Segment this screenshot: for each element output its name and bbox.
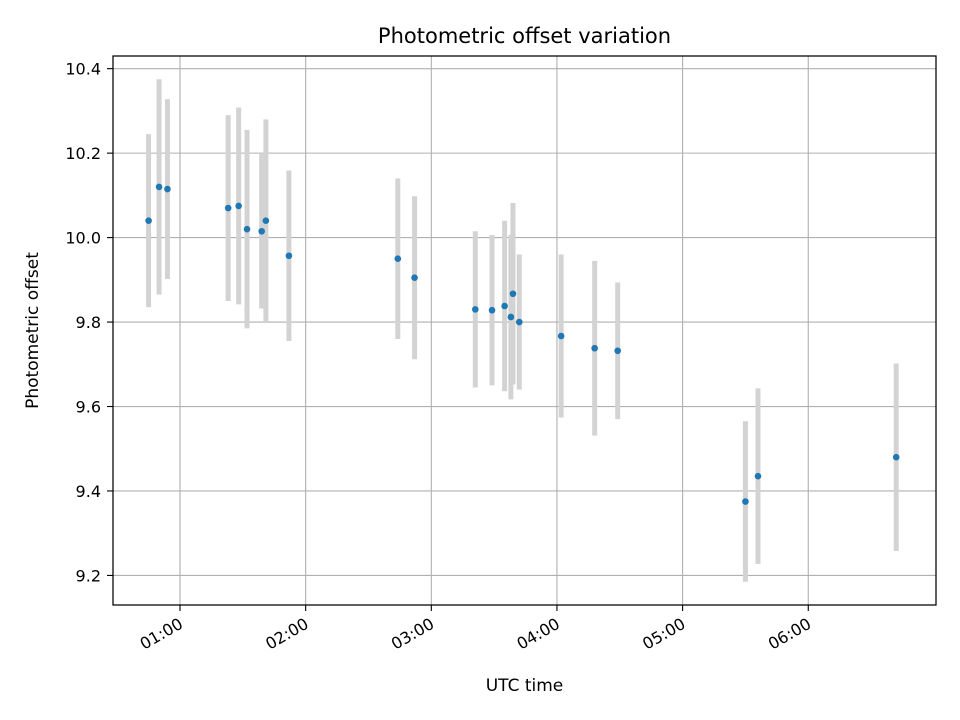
data-point [235, 202, 242, 210]
y-axis-label: Photometric offset [23, 252, 43, 409]
data-point [145, 217, 152, 224]
ticks: 9.2 9.4 9.6 9.8 10.0 10.2 10.4 01:00 02:00 03:00 0… [65, 60, 814, 654]
data-point [507, 313, 515, 321]
data-point [509, 290, 517, 298]
data-point [164, 185, 171, 193]
data-point [155, 183, 163, 191]
y-tick-label: 10.2 [65, 144, 101, 163]
y-tick-label: 9.8 [76, 313, 101, 332]
plot-frame [112, 55, 937, 606]
data-point [501, 302, 508, 310]
x-tick-label: 06:00 [765, 614, 814, 654]
data-point [262, 217, 270, 224]
data-point [614, 347, 621, 355]
data-point [258, 227, 265, 235]
y-tick-label: 9.2 [76, 566, 101, 585]
data-point [591, 344, 598, 352]
data-point [892, 453, 900, 461]
data-point [471, 306, 479, 313]
data-point [285, 252, 293, 260]
data-point [411, 274, 418, 282]
data-point [394, 255, 402, 263]
data-point [224, 204, 232, 212]
x-tick-label: 05:00 [639, 614, 688, 654]
data-point [515, 318, 523, 326]
data-point [488, 306, 496, 314]
grid [113, 56, 936, 605]
y-tick-label: 9.4 [76, 482, 101, 501]
data-point [243, 225, 251, 233]
x-axis-label: UTC time [486, 676, 564, 696]
x-tick-label: 02:00 [262, 614, 311, 654]
y-tick-label: 9.6 [76, 398, 101, 417]
data-point [557, 332, 565, 340]
y-tick-label: 10.4 [65, 60, 101, 79]
error-bars [146, 79, 899, 582]
x-tick-label: 04:00 [514, 614, 563, 654]
data-point [754, 472, 762, 480]
y-tick-label: 10.0 [65, 229, 101, 248]
data-points [145, 183, 900, 505]
x-tick-label: 01:00 [137, 614, 186, 654]
chart-title: Photometric offset variation [378, 24, 671, 48]
x-tick-label: 03:00 [388, 614, 437, 654]
data-point [742, 498, 749, 505]
